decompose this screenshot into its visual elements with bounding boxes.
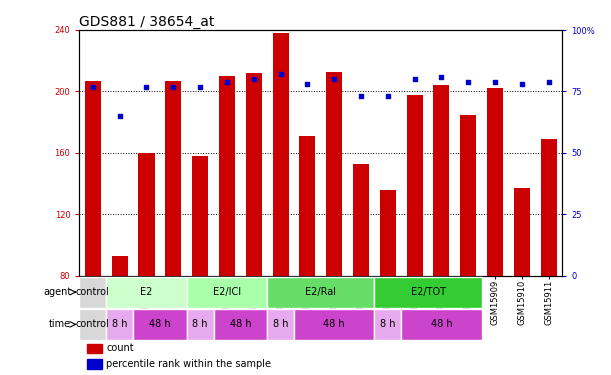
Bar xyxy=(541,139,557,276)
Bar xyxy=(79,309,106,340)
Bar xyxy=(294,309,375,340)
Point xyxy=(169,84,178,90)
Text: count: count xyxy=(106,344,134,354)
Point xyxy=(410,76,420,82)
Point xyxy=(490,79,500,85)
Bar xyxy=(79,277,106,308)
Point xyxy=(544,79,554,85)
Point xyxy=(196,84,205,90)
Bar xyxy=(165,81,181,276)
Text: 8 h: 8 h xyxy=(192,320,208,329)
Text: 48 h: 48 h xyxy=(149,320,170,329)
Bar xyxy=(267,309,294,340)
Bar xyxy=(299,136,315,276)
Bar xyxy=(139,153,155,276)
Bar xyxy=(133,309,187,340)
Bar xyxy=(406,94,423,276)
Point xyxy=(88,84,98,90)
Text: 48 h: 48 h xyxy=(323,320,345,329)
Point xyxy=(276,71,285,77)
Point xyxy=(517,81,527,87)
Bar xyxy=(375,277,481,308)
Text: percentile rank within the sample: percentile rank within the sample xyxy=(106,359,271,369)
Bar xyxy=(433,86,450,276)
Text: control: control xyxy=(76,287,110,297)
Text: 8 h: 8 h xyxy=(380,320,395,329)
Text: E2/ICI: E2/ICI xyxy=(213,287,241,297)
Bar xyxy=(246,73,262,276)
Text: 48 h: 48 h xyxy=(431,320,452,329)
Bar xyxy=(267,277,375,308)
Point xyxy=(302,81,312,87)
Bar xyxy=(326,72,342,276)
Text: E2: E2 xyxy=(141,287,153,297)
Bar xyxy=(460,114,477,276)
Point xyxy=(115,113,125,119)
Text: GDS881 / 38654_at: GDS881 / 38654_at xyxy=(79,15,215,29)
Text: agent: agent xyxy=(43,287,71,297)
Bar xyxy=(401,309,481,340)
Text: 8 h: 8 h xyxy=(112,320,128,329)
Point xyxy=(356,93,366,99)
Bar xyxy=(87,344,102,353)
Bar xyxy=(106,277,187,308)
Text: time: time xyxy=(49,320,71,329)
Bar xyxy=(380,190,396,276)
Point xyxy=(383,93,393,99)
Point xyxy=(142,84,152,90)
Point xyxy=(436,74,446,80)
Bar xyxy=(487,88,503,276)
Text: 8 h: 8 h xyxy=(273,320,288,329)
Bar xyxy=(353,164,369,276)
Bar xyxy=(187,309,213,340)
Text: E2/TOT: E2/TOT xyxy=(411,287,445,297)
Text: 48 h: 48 h xyxy=(230,320,251,329)
Text: control: control xyxy=(76,320,110,329)
Bar xyxy=(375,309,401,340)
Bar xyxy=(219,76,235,276)
Point xyxy=(222,79,232,85)
Bar xyxy=(514,188,530,276)
Bar xyxy=(106,309,133,340)
Bar xyxy=(85,81,101,276)
Bar xyxy=(112,256,128,276)
Bar xyxy=(187,277,267,308)
Point xyxy=(463,79,473,85)
Text: E2/Ral: E2/Ral xyxy=(306,287,336,297)
Point xyxy=(249,76,258,82)
Point xyxy=(329,76,339,82)
Bar xyxy=(213,309,267,340)
Bar xyxy=(192,156,208,276)
Bar xyxy=(87,359,102,369)
Bar xyxy=(273,33,288,276)
